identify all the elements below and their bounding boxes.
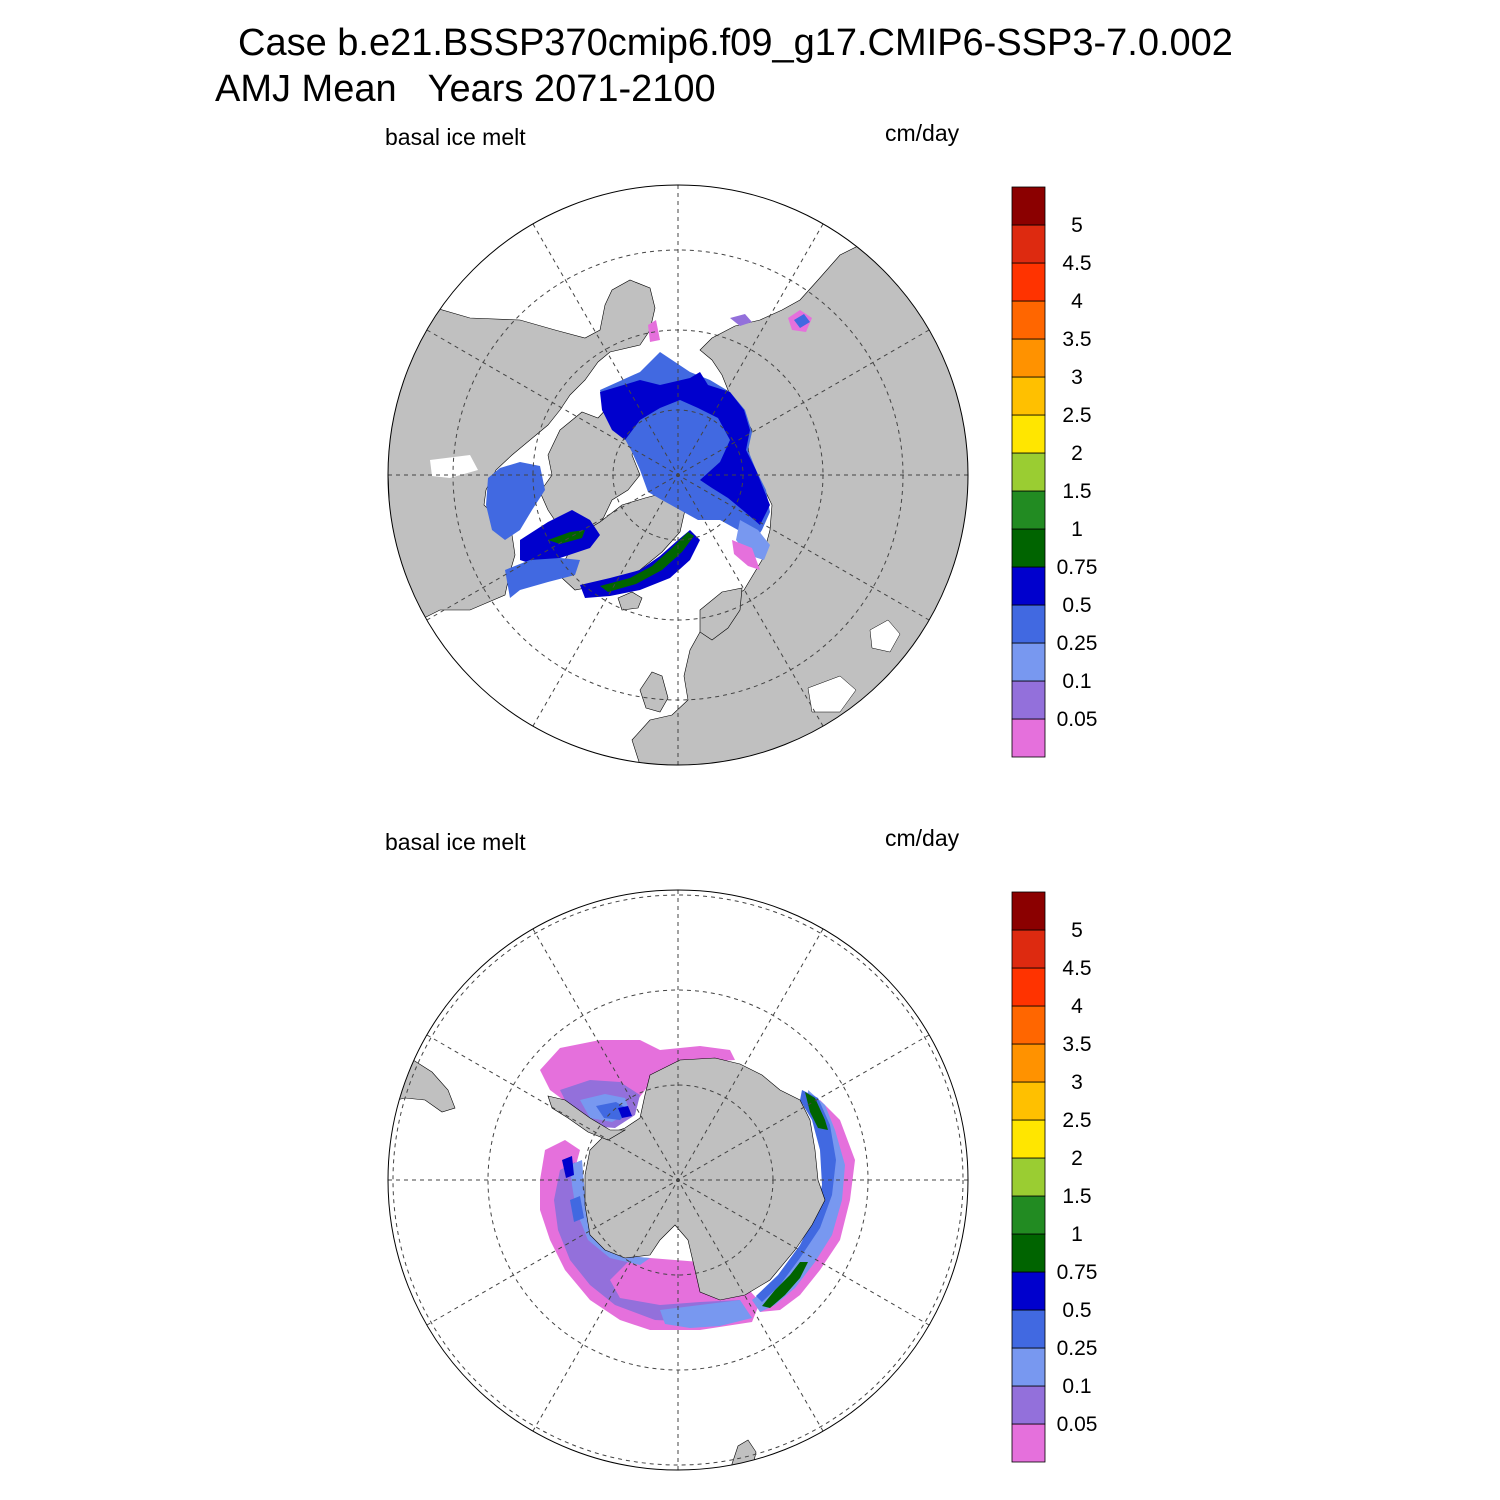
colorbar-south-tick-label-13: 5 (1071, 919, 1083, 942)
colorbar-south-tick-label-12: 4.5 (1062, 957, 1091, 980)
colorbar-north-tick-label-4: 0.75 (1057, 556, 1098, 579)
colorbar-north-tick-label-5: 1 (1071, 518, 1083, 541)
antarctic-graticule (388, 890, 968, 1470)
labrador-sea-outer-melt (505, 558, 580, 598)
colorbar-south-tick-label-7: 2 (1071, 1147, 1083, 1170)
colorbar-north-tick-label-6: 1.5 (1062, 480, 1091, 503)
colorbar-north-tick-label-10: 3.5 (1062, 328, 1091, 351)
colorbar-south-swatch-0 (1011, 1423, 1046, 1463)
figure-title-season: AMJ Mean Years 2071-2100 (215, 68, 716, 110)
east-antarctic-green-band-1 (805, 1092, 828, 1130)
colorbar-south-swatch-5 (1011, 1233, 1046, 1273)
colorbar-south-swatch-14 (1011, 891, 1046, 931)
bering-strait-blue-melt (794, 314, 810, 328)
colorbar-south-tick-label-4: 0.75 (1057, 1261, 1098, 1284)
iceland (617, 591, 643, 611)
arctic-melt-0.5-to-0.75-outer (600, 372, 770, 525)
colorbar-south-tick-label-9: 3 (1071, 1071, 1083, 1094)
pacific-inner-dark-melt (562, 1156, 574, 1178)
colorbar-north-tick-label-8: 2.5 (1062, 404, 1091, 427)
colorbar-north-swatch-13 (1011, 224, 1046, 264)
panel-2-variable-label: basal ice melt (385, 829, 526, 855)
colorbar-north-swatch-12 (1011, 262, 1046, 302)
colorbar-south-swatch-8 (1011, 1119, 1046, 1159)
colorbar-south-swatch-11 (1011, 1005, 1046, 1045)
colorbar-north-tick-label-1: 0.1 (1062, 670, 1091, 693)
chukchi-pink-melt (730, 314, 752, 326)
colorbar-north-swatch-8 (1011, 414, 1046, 454)
colorbar-south-tick-label-6: 1.5 (1062, 1185, 1091, 1208)
barents-sea-pink-melt (732, 540, 760, 570)
colorbar-south-swatch-10 (1011, 1043, 1046, 1083)
east-antarctic-green-band-2 (762, 1262, 808, 1308)
panel-1-variable-label: basal ice melt (385, 124, 526, 150)
figure-title-case: Case b.e21.BSSP370cmip6.f09_g17.CMIP6-SS… (238, 22, 1233, 64)
colorbar-south-swatch-4 (1011, 1271, 1046, 1311)
colorbar-south-tick-label-8: 2.5 (1062, 1109, 1091, 1132)
colorbar-north-tick-label-2: 0.25 (1057, 632, 1098, 655)
alaska-north-pink-melt (648, 320, 660, 342)
colorbar-north-swatch-5 (1011, 528, 1046, 568)
colorbar-north-swatch-0 (1011, 718, 1046, 758)
antarctic-map-border (387, 889, 969, 1471)
colorbar-north-swatch-14 (1011, 186, 1046, 226)
panel-1-units-label: cm/day (885, 120, 960, 146)
colorbar-north-swatch-6 (1011, 490, 1046, 530)
colorbar-south-swatch-3 (1011, 1309, 1046, 1349)
colorbar-south-tick-label-0: 0.05 (1057, 1413, 1098, 1436)
british-isles (639, 671, 669, 713)
pacific-inner-blue-spot (570, 1196, 584, 1222)
panel-2-units-label: cm/day (885, 825, 960, 851)
colorbar-south-swatch-1 (1011, 1385, 1046, 1425)
colorbar-north-tick-label-12: 4.5 (1062, 252, 1091, 275)
caspian-sea (869, 619, 901, 653)
colorbar-south-swatch-6 (1011, 1195, 1046, 1235)
colorbar-north-swatch-10 (1011, 338, 1046, 378)
weddell-sea-dark-blue-melt (618, 1106, 632, 1118)
colorbar-south-swatch-7 (1011, 1157, 1046, 1197)
antarctica-landmass (584, 1057, 826, 1301)
baffin-bay-melt (486, 462, 545, 540)
colorbar-south-swatch-12 (1011, 967, 1046, 1007)
hudson-bay-lake-area (430, 455, 478, 478)
colorbar-south-tick-label-1: 0.1 (1062, 1375, 1091, 1398)
colorbar-north-tick-label-9: 3 (1071, 366, 1083, 389)
pacific-sector-purple-melt (554, 1162, 745, 1322)
colorbar-north-swatch-1 (1011, 680, 1046, 720)
colorbar-north: 0.05 0.1 0.25 0.5 0.75 1 1.5 2 2.5 3 3.5 4 4.5 5 (1011, 186, 1098, 758)
colorbar-north-swatch-4 (1011, 566, 1046, 606)
black-sea (807, 675, 857, 713)
colorbar-south-tick-label-10: 3.5 (1062, 1033, 1091, 1056)
colorbar-north-tick-label-7: 2 (1071, 442, 1083, 465)
colorbar-north-tick-label-3: 0.5 (1062, 594, 1091, 617)
colorbar-south-tick-label-2: 0.25 (1057, 1337, 1098, 1360)
colorbar-north-swatch-9 (1011, 376, 1046, 416)
arctic-map-border (387, 184, 969, 766)
north-america-landmass (388, 279, 656, 621)
arctic-graticule (388, 185, 968, 765)
colorbar-south-swatch-9 (1011, 1081, 1046, 1121)
labrador-green-band (548, 530, 585, 544)
colorbar-south-swatch-13 (1011, 929, 1046, 969)
ross-sea-light-blue-melt (660, 1300, 752, 1328)
colorbar-north-tick-label-13: 5 (1071, 214, 1083, 237)
colorbar-north-tick-label-11: 4 (1071, 290, 1083, 313)
colorbar-north-swatch-7 (1011, 452, 1046, 492)
colorbar-north-swatch-2 (1011, 642, 1046, 682)
colorbar-south-tick-label-5: 1 (1071, 1223, 1083, 1246)
colorbar-north-swatch-11 (1011, 300, 1046, 340)
greenland-east-melt (580, 530, 700, 598)
colorbar-north-tick-label-0: 0.05 (1057, 708, 1098, 731)
antarctic-peninsula (547, 1095, 627, 1141)
colorbar-south-swatch-2 (1011, 1347, 1046, 1387)
colorbar-south: 0.05 0.1 0.25 0.5 0.75 1 1.5 2 2.5 3 3.5 4 4.5 5 (1011, 891, 1098, 1463)
colorbar-south-tick-label-3: 0.5 (1062, 1299, 1091, 1322)
greenland-east-green-band (600, 532, 694, 592)
colorbar-north-swatch-3 (1011, 604, 1046, 644)
colorbar-south-tick-label-11: 4 (1071, 995, 1083, 1018)
pacific-inner-blue-melt (570, 1160, 650, 1265)
